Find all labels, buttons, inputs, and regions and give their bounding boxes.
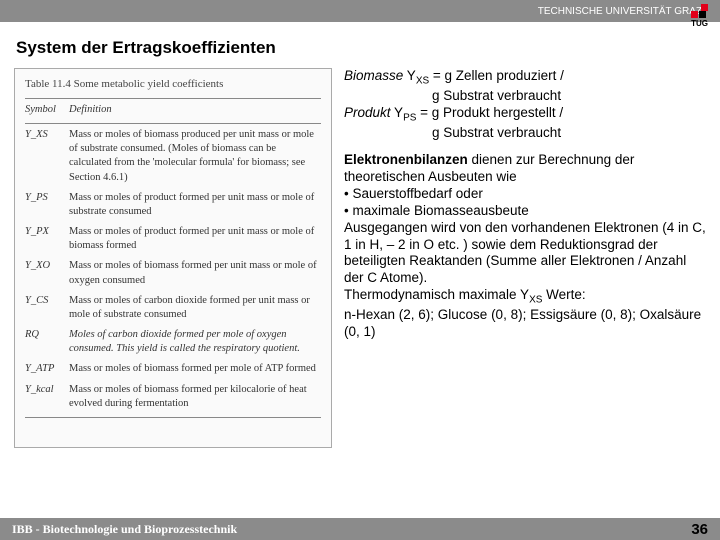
produkt-def-line1: Produkt YPS = g Produkt hergestellt /	[344, 105, 706, 125]
right-column: Biomasse YXS = g Zellen produziert / g S…	[344, 68, 706, 448]
yield-coefficients-table: Table 11.4 Some metabolic yield coeffici…	[14, 68, 332, 448]
header-bar: TECHNISCHE UNIVERSITÄT GRAZ	[0, 0, 720, 22]
biomasse-def-line2: g Substrat verbraucht	[344, 88, 706, 105]
table-caption: Table 11.4 Some metabolic yield coeffici…	[25, 77, 321, 92]
table-row: Y_XSMass or moles of biomass produced pe…	[25, 128, 321, 185]
page-title: System der Ertragskoeffizienten	[0, 22, 720, 68]
left-column: Table 11.4 Some metabolic yield coeffici…	[14, 68, 332, 448]
produkt-def-line2: g Substrat verbraucht	[344, 125, 706, 142]
table-row: RQMoles of carbon dioxide formed per mol…	[25, 328, 321, 356]
electron-balance-intro: Elektronenbilanzen dienen zur Berechnung…	[344, 152, 706, 186]
table-row: Y_kcalMass or moles of biomass formed pe…	[25, 383, 321, 411]
content-area: Table 11.4 Some metabolic yield coeffici…	[0, 68, 720, 448]
logo-text: TUG	[691, 19, 708, 28]
bullet-1: • Sauerstoffbedarf oder	[344, 186, 706, 203]
page-number: 36	[691, 521, 708, 538]
table-row: Y_PSMass or moles of product formed per …	[25, 191, 321, 219]
paragraph-4: n-Hexan (2, 6); Glucose (0, 8); Essigsäu…	[344, 307, 706, 341]
body-text: Elektronenbilanzen dienen zur Berechnung…	[344, 152, 706, 341]
paragraph-3: Thermodynamisch maximale YXS Werte:	[344, 287, 706, 307]
logo-square-red	[691, 11, 698, 18]
table-row: Y_ATPMass or moles of biomass formed per…	[25, 362, 321, 376]
definitions-block: Biomasse YXS = g Zellen produziert / g S…	[344, 68, 706, 142]
table-head-symbol: Symbol	[25, 103, 69, 117]
logo-square-black	[699, 11, 706, 18]
footer-text: IBB - Biotechnologie und Bioprozesstechn…	[12, 522, 237, 537]
table-row: Y_CSMass or moles of carbon dioxide form…	[25, 294, 321, 322]
table-row: Y_PXMass or moles of product formed per …	[25, 225, 321, 253]
tug-logo: TUG	[691, 4, 708, 28]
logo-square-red	[701, 4, 708, 11]
university-name: TECHNISCHE UNIVERSITÄT GRAZ	[538, 6, 702, 17]
table-head-def: Definition	[69, 103, 321, 117]
bullet-2: • maximale Biomasseausbeute	[344, 203, 706, 220]
table-row: Y_XOMass or moles of biomass formed per …	[25, 259, 321, 287]
biomasse-def-line1: Biomasse YXS = g Zellen produziert /	[344, 68, 706, 88]
footer-bar: IBB - Biotechnologie und Bioprozesstechn…	[0, 518, 720, 540]
paragraph-2: Ausgegangen wird von den vorhandenen Ele…	[344, 220, 706, 288]
